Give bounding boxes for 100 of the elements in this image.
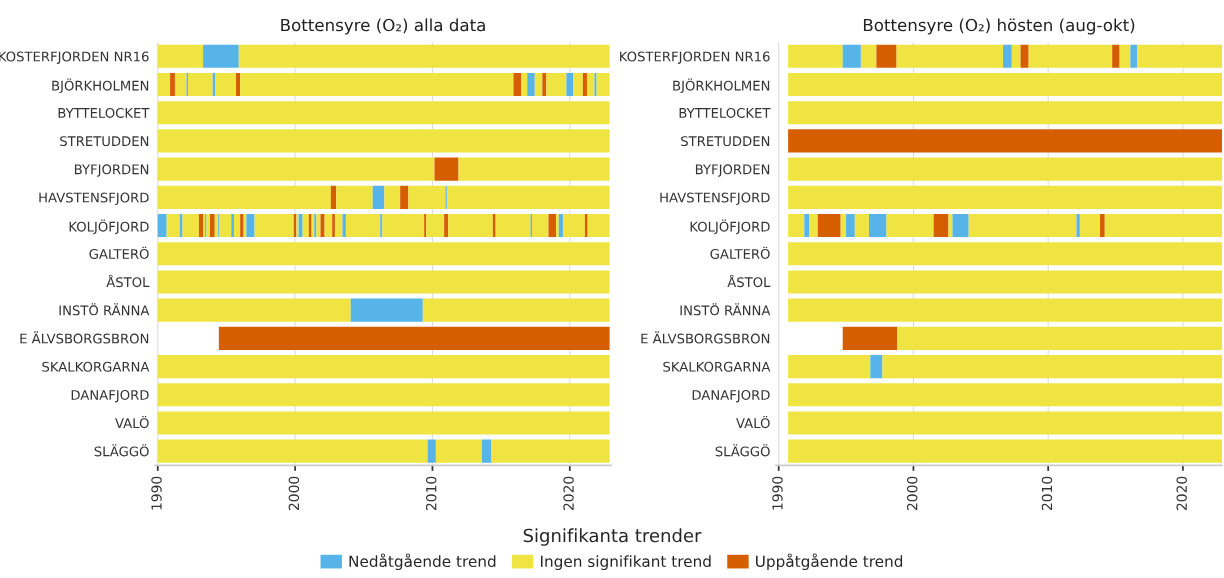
- x-tick-label: 2020: [563, 476, 574, 511]
- y-tick-label: KOLJÖFJORD: [690, 219, 770, 235]
- bar: [788, 72, 1222, 97]
- bar: [342, 213, 346, 238]
- y-tick-label: KOLJÖFJORD: [69, 219, 149, 235]
- x-tick-label: 1990: [772, 476, 783, 510]
- bar: [876, 44, 897, 68]
- bar: [558, 213, 563, 238]
- bar: [1137, 44, 1222, 68]
- y-tick-label: DANAFJORD: [692, 389, 770, 403]
- bar: [809, 213, 818, 238]
- bar: [788, 101, 1222, 125]
- y-tick-label: KOSTERFJORDEN NR16: [0, 51, 149, 64]
- bar: [382, 213, 425, 238]
- legend-title: Signifikanta trender: [523, 528, 702, 546]
- bar: [788, 242, 1222, 266]
- y-tick-label: HAVSTENSFJORD: [39, 192, 149, 205]
- legend-label: Uppåtgående trend: [756, 553, 903, 571]
- bar: [424, 213, 427, 238]
- bar: [332, 213, 335, 238]
- bar: [788, 157, 1222, 181]
- bar: [952, 213, 969, 238]
- x-tick-label: 2010: [1041, 476, 1053, 511]
- y-tick-label: GALTERÖ: [89, 246, 149, 259]
- y-tick-label: E ÄLVSBORGSBRON: [641, 331, 770, 344]
- y-tick-label: GALTERÖ: [710, 246, 770, 259]
- bar: [408, 185, 446, 209]
- bar: [1112, 44, 1120, 68]
- bar: [556, 213, 559, 238]
- bar: [446, 185, 610, 209]
- bar: [157, 355, 610, 379]
- y-tick-label: DANAFJORD: [71, 389, 149, 403]
- y-tick-label: KOSTERFJORDEN NR16: [620, 51, 770, 64]
- y-tick-label: BYTTELOCKET: [58, 107, 150, 118]
- bar: [882, 355, 1222, 379]
- bar: [896, 44, 1004, 68]
- y-tick-label: BJÖRKHOLMEN: [673, 78, 770, 94]
- y-tick-label: STRETUDDEN: [60, 136, 149, 147]
- bar: [870, 355, 883, 379]
- y-tick-label: E ÄLVSBORGSBRON: [20, 331, 149, 344]
- y-tick-label: SKALKORGARNA: [663, 361, 771, 372]
- bar: [842, 44, 861, 68]
- bar: [384, 185, 401, 209]
- bar: [788, 213, 805, 238]
- bar: [1011, 44, 1021, 68]
- bar: [157, 242, 610, 266]
- bar: [215, 72, 237, 97]
- bar: [1104, 213, 1222, 238]
- bar: [157, 185, 331, 209]
- bar: [426, 213, 445, 238]
- bar: [788, 411, 1222, 435]
- bar: [380, 213, 383, 238]
- bar: [587, 213, 610, 238]
- bar: [302, 213, 309, 238]
- bar: [157, 270, 610, 294]
- x-tick-label: 2010: [425, 476, 437, 511]
- bar: [157, 129, 610, 153]
- bar: [584, 213, 588, 238]
- y-tick-label: BJÖRKHOLMEN: [52, 78, 149, 94]
- bar: [840, 213, 847, 238]
- chart-title: Bottensyre (O₂) alla data: [281, 18, 485, 35]
- bar: [491, 439, 610, 463]
- legend-label: Ingen signifikant trend: [541, 555, 711, 571]
- bar: [320, 213, 325, 238]
- bar: [846, 213, 855, 238]
- bar: [345, 213, 381, 238]
- bar: [157, 298, 351, 322]
- bar: [492, 213, 496, 238]
- y-tick-label: VALÖ: [115, 415, 149, 429]
- y-tick-label: INSTÖ RÄNNA: [680, 303, 771, 316]
- bar: [444, 213, 449, 238]
- y-tick-label: VALÖ: [736, 415, 770, 429]
- bar: [804, 213, 810, 238]
- y-tick-label: STRETUDDEN: [681, 136, 770, 147]
- bar: [157, 383, 610, 407]
- bar: [458, 157, 610, 181]
- bar: [1028, 44, 1113, 68]
- bar: [336, 185, 373, 209]
- bar: [157, 101, 610, 125]
- bar: [157, 157, 435, 181]
- bar: [860, 44, 877, 68]
- bar: [1100, 213, 1105, 238]
- bar: [157, 72, 171, 97]
- bar: [886, 213, 934, 238]
- y-tick-label: BYFJORDEN: [695, 164, 770, 177]
- bar: [448, 213, 493, 238]
- bar: [788, 383, 1222, 407]
- bar: [854, 213, 869, 238]
- bar: [157, 411, 610, 435]
- bar: [1119, 44, 1131, 68]
- bar: [1130, 44, 1138, 68]
- y-tick-label: ÅSTOL: [106, 274, 150, 288]
- bar: [1079, 213, 1101, 238]
- bar: [933, 213, 949, 238]
- bar: [422, 298, 610, 322]
- bar: [948, 213, 953, 238]
- bar: [316, 213, 321, 238]
- bar: [238, 44, 610, 68]
- y-tick-label: SLÄGGÖ: [715, 444, 770, 457]
- bar: [968, 213, 1077, 238]
